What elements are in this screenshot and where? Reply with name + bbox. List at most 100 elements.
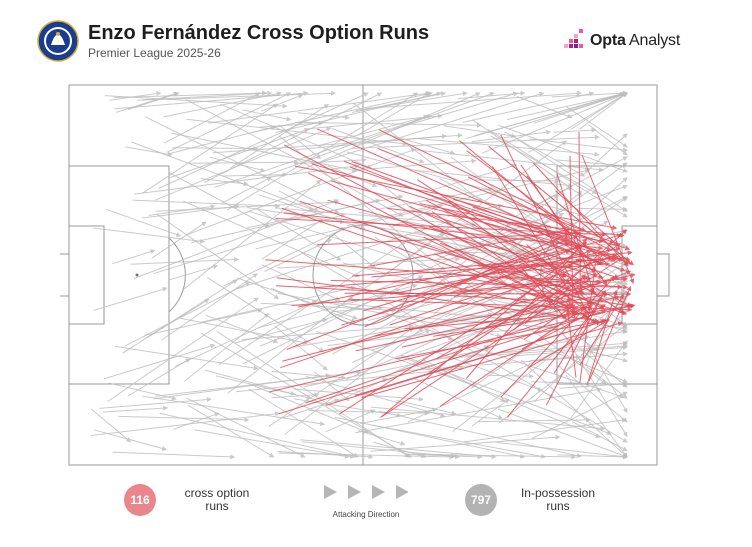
in-possession-run bbox=[122, 279, 238, 354]
in-possession-run bbox=[375, 186, 494, 211]
in-possession-run bbox=[155, 127, 332, 201]
cross-option-run bbox=[294, 165, 618, 230]
in-possession-run bbox=[180, 317, 309, 345]
in-possession-run bbox=[359, 407, 438, 424]
cross-option-run bbox=[569, 155, 576, 316]
in-possession-run bbox=[308, 410, 430, 416]
in-possession-run bbox=[333, 234, 377, 269]
in-possession-run bbox=[515, 186, 573, 217]
in-possession-run bbox=[443, 125, 517, 139]
in-possession-run bbox=[261, 264, 341, 301]
cross-option-run bbox=[439, 312, 578, 407]
in-possession-run bbox=[481, 92, 628, 154]
cross-option-run bbox=[466, 150, 578, 235]
in-possession-run bbox=[166, 92, 292, 153]
in-possession-run bbox=[93, 227, 206, 244]
cross-option-run bbox=[265, 259, 629, 290]
legend: 116 cross option runs Attacking Directio… bbox=[0, 478, 752, 538]
cross-option-run bbox=[408, 205, 567, 278]
in-possession-run bbox=[555, 363, 628, 423]
cross-option-run bbox=[425, 199, 632, 307]
in-possession-run bbox=[194, 429, 350, 459]
cross-option-run bbox=[579, 294, 624, 366]
in-possession-run bbox=[466, 91, 626, 139]
in-possession-run bbox=[187, 404, 275, 458]
in-possession-run bbox=[493, 329, 628, 355]
in-possession-run bbox=[278, 190, 320, 213]
in-possession-run bbox=[579, 92, 628, 130]
cross-option-run bbox=[352, 250, 633, 277]
in-possession-run bbox=[413, 149, 604, 173]
in-possession-run bbox=[261, 218, 324, 260]
in-possession-run bbox=[531, 391, 628, 439]
in-possession-run bbox=[374, 236, 510, 323]
in-possession-run bbox=[317, 114, 429, 147]
in-possession-run bbox=[118, 415, 250, 423]
in-possession-run bbox=[372, 158, 477, 170]
in-possession-run bbox=[108, 382, 177, 401]
in-possession-run bbox=[279, 135, 446, 271]
in-possession-run bbox=[331, 305, 384, 313]
in-possession-run bbox=[115, 345, 259, 371]
in-possession-run bbox=[406, 453, 483, 460]
in-possession-run bbox=[257, 209, 342, 261]
in-possession-run bbox=[422, 359, 506, 403]
cross-option-run bbox=[317, 230, 582, 246]
cross-option-run bbox=[377, 148, 615, 244]
in-possession-run bbox=[154, 369, 362, 397]
in-possession-run bbox=[112, 249, 156, 265]
in-possession-run bbox=[167, 125, 277, 155]
in-possession-run bbox=[91, 411, 281, 436]
right-goal bbox=[656, 253, 670, 297]
in-possession-run bbox=[556, 159, 628, 169]
in-possession-run bbox=[352, 134, 600, 149]
in-possession-run bbox=[277, 256, 461, 269]
in-possession-run bbox=[381, 140, 567, 278]
in-possession-run bbox=[439, 178, 557, 237]
in-possession-run bbox=[127, 358, 191, 397]
in-possession-run bbox=[553, 127, 597, 133]
in-possession-run bbox=[462, 91, 595, 123]
in-possession-run bbox=[300, 439, 497, 460]
in-possession-run bbox=[153, 213, 346, 275]
in-possession-run bbox=[151, 221, 207, 259]
in-possession-run bbox=[305, 375, 446, 418]
in-possession-run bbox=[221, 176, 272, 204]
in-possession-run bbox=[372, 424, 546, 459]
cross-option-run bbox=[500, 134, 587, 312]
in-possession-run bbox=[586, 366, 628, 399]
cross-option-run bbox=[586, 289, 618, 386]
in-possession-run bbox=[565, 374, 628, 458]
in-possession-run bbox=[186, 397, 306, 458]
in-possession-run bbox=[550, 177, 628, 246]
left-goal bbox=[60, 253, 70, 297]
in-possession-run bbox=[260, 302, 397, 313]
in-possession-run bbox=[106, 208, 182, 237]
cross-option-run bbox=[532, 162, 629, 267]
cross-option-run bbox=[579, 257, 598, 383]
in-possession-run bbox=[378, 410, 582, 459]
in-possession-run bbox=[113, 90, 268, 98]
in-possession-run bbox=[518, 139, 628, 213]
cross-option-run bbox=[506, 315, 590, 418]
in-possession-run bbox=[506, 91, 628, 121]
in-possession-run bbox=[508, 91, 628, 130]
in-possession-run bbox=[331, 127, 425, 164]
in-possession-run bbox=[487, 129, 628, 218]
left-penalty-spot bbox=[135, 273, 139, 277]
in-possession-run bbox=[127, 91, 180, 111]
in-possession-run bbox=[463, 417, 627, 443]
in-possession-run bbox=[112, 451, 236, 460]
in-possession-run bbox=[393, 91, 519, 130]
in-possession-run bbox=[431, 349, 543, 392]
in-possession-run bbox=[504, 131, 586, 177]
in-possession-run bbox=[161, 273, 258, 341]
cross-option-run bbox=[491, 166, 570, 292]
in-possession-run bbox=[168, 128, 310, 179]
in-possession-run bbox=[215, 375, 312, 400]
in-possession-run bbox=[477, 417, 591, 423]
in-possession-run bbox=[156, 213, 280, 300]
in-possession-run bbox=[367, 288, 485, 322]
play-arrow-icon bbox=[396, 485, 408, 499]
in-possession-run bbox=[284, 327, 424, 435]
